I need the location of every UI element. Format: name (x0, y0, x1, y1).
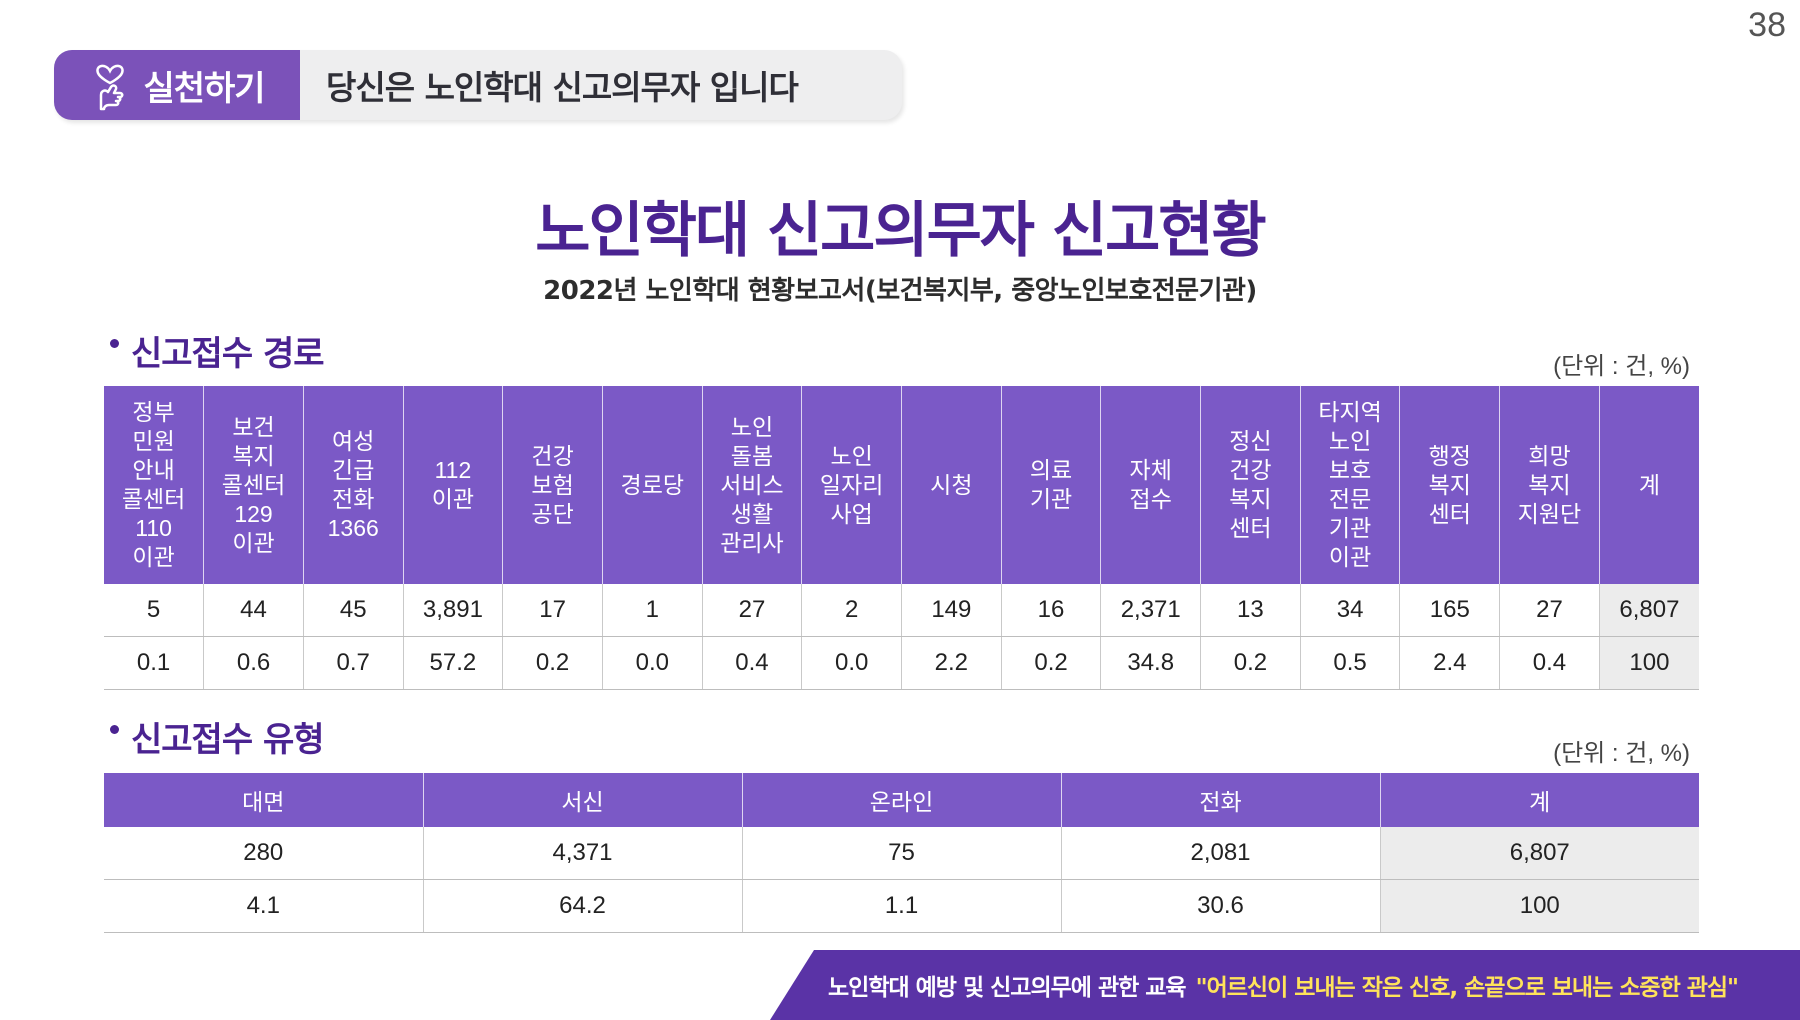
table-cell: 2,081 (1060, 827, 1380, 880)
bullet-icon (110, 339, 119, 348)
total-cell: 6,807 (1598, 584, 1699, 637)
bullet-icon (110, 725, 119, 734)
table-cell: 2,371 (1100, 584, 1201, 637)
type-col-header: 서신 (422, 773, 742, 827)
table-cell: 30.6 (1060, 879, 1380, 933)
table-cell: 17 (502, 584, 603, 637)
table-cell: 0.4 (1499, 636, 1600, 690)
route-col-header: 여성 긴급 전화 1366 (302, 386, 404, 584)
route-col-header: 노인 일자리 사업 (801, 386, 902, 584)
route-col-header: 경로당 (601, 386, 703, 584)
table-cell: 0.2 (1000, 636, 1101, 690)
section-tag-label: 실천하기 (143, 68, 265, 109)
table-cell: 45 (302, 584, 404, 637)
route-col-header: 의료 기관 (1000, 386, 1101, 584)
table-cell: 16 (1000, 584, 1101, 637)
table-cell: 0.6 (203, 636, 304, 690)
table-cell: 165 (1399, 584, 1500, 637)
table-cell: 0.0 (601, 636, 703, 690)
table-cell: 0.1 (104, 636, 204, 690)
route-col-header: 건강 보험 공단 (502, 386, 603, 584)
table-cell: 64.2 (422, 879, 742, 933)
table-cell: 2.2 (901, 636, 1002, 690)
total-cell: 100 (1598, 636, 1699, 690)
section-tag: 실천하기 (54, 50, 300, 120)
route-col-header: 희망 복지 지원단 (1499, 386, 1600, 584)
type-col-header: 대면 (104, 773, 423, 827)
table-cell: 34 (1299, 584, 1400, 637)
table-row: 5 44 45 3,891 17 1 27 2 149 16 2,371 13 … (104, 584, 1699, 637)
table-cell: 4,371 (422, 827, 742, 880)
table-cell: 27 (701, 584, 802, 637)
type-col-header: 온라인 (741, 773, 1061, 827)
table-row: 4.1 64.2 1.1 30.6 100 (104, 879, 1699, 933)
table-cell: 280 (104, 827, 423, 880)
footer-slogan: "어르신이 보내는 작은 신호, 손끝으로 보내는 소중한 관심" (1195, 975, 1739, 1001)
table-cell: 0.0 (801, 636, 902, 690)
total-cell: 6,807 (1379, 827, 1699, 880)
route-col-header: 자체 접수 (1100, 386, 1201, 584)
table-cell: 75 (741, 827, 1061, 880)
table-cell: 3,891 (402, 584, 503, 637)
table-cell: 0.4 (701, 636, 802, 690)
section-header: 실천하기 당신은 노인학대 신고의무자 입니다 (54, 50, 902, 120)
footer-text: 노인학대 예방 및 신고의무에 관한 교육 (828, 975, 1187, 1001)
table-row: 280 4,371 75 2,081 6,807 (104, 827, 1699, 880)
table-cell: 0.2 (502, 636, 603, 690)
table-cell: 2 (801, 584, 902, 637)
route-col-header: 112 이관 (402, 386, 503, 584)
table-cell: 5 (104, 584, 204, 637)
table-cell: 0.7 (302, 636, 404, 690)
route-header-row: 정부 민원 안내 콜센터 110 이관 보건 복지 콜센터 129 이관 여성 … (104, 386, 1699, 584)
heart-hand-icon (96, 64, 125, 111)
table-cell: 0.5 (1299, 636, 1400, 690)
table-cell: 57.2 (402, 636, 503, 690)
type-header-row: 대면 서신 온라인 전화 계 (104, 773, 1699, 827)
table-cell: 4.1 (104, 879, 423, 933)
header-text: 당신은 노인학대 신고의무자 입니다 (326, 68, 799, 107)
table-row: 0.1 0.6 0.7 57.2 0.2 0.0 0.4 0.0 2.2 0.2… (104, 636, 1699, 690)
route-heading-text: 신고접수 경로 (131, 334, 325, 374)
type-section-heading: 신고접수 유형 (110, 712, 325, 761)
table-cell: 2.4 (1399, 636, 1500, 690)
route-col-header: 정신 건강 복지 센터 (1200, 386, 1301, 584)
table-cell: 13 (1200, 584, 1301, 637)
footer-banner: 노인학대 예방 및 신고의무에 관한 교육 "어르신이 보내는 작은 신호, 손… (770, 950, 1800, 1020)
type-col-header: 계 (1379, 773, 1699, 827)
route-col-header: 타지역 노인 보호 전문 기관 이관 (1299, 386, 1400, 584)
route-col-header: 정부 민원 안내 콜센터 110 이관 (104, 386, 204, 584)
route-unit-note: (단위 : 건, %) (1553, 353, 1690, 380)
type-table: 대면 서신 온라인 전화 계 280 4,371 75 2,081 6,807 … (104, 773, 1699, 933)
route-col-header: 시청 (901, 386, 1002, 584)
page-number: 38 (1748, 6, 1786, 44)
table-cell: 34.8 (1100, 636, 1201, 690)
table-cell: 27 (1499, 584, 1600, 637)
route-col-header: 노인 돌봄 서비스 생활 관리사 (701, 386, 802, 584)
type-col-header: 전화 (1060, 773, 1380, 827)
route-col-header: 계 (1598, 386, 1699, 584)
route-section-heading: 신고접수 경로 (110, 326, 325, 375)
table-cell: 1.1 (741, 879, 1061, 933)
route-col-header: 행정 복지 센터 (1399, 386, 1500, 584)
table-cell: 1 (601, 584, 703, 637)
type-heading-text: 신고접수 유형 (131, 720, 325, 760)
route-table: 정부 민원 안내 콜센터 110 이관 보건 복지 콜센터 129 이관 여성 … (104, 386, 1699, 690)
total-cell: 100 (1379, 879, 1699, 933)
table-cell: 44 (203, 584, 304, 637)
type-unit-note: (단위 : 건, %) (1553, 740, 1690, 767)
table-cell: 0.2 (1200, 636, 1301, 690)
table-cell: 149 (901, 584, 1002, 637)
page-subtitle: 2022년 노인학대 현황보고서(보건복지부, 중앙노인보호전문기관) (543, 276, 1257, 306)
page-title: 노인학대 신고의무자 신고현황 (535, 196, 1266, 266)
route-col-header: 보건 복지 콜센터 129 이관 (203, 386, 304, 584)
